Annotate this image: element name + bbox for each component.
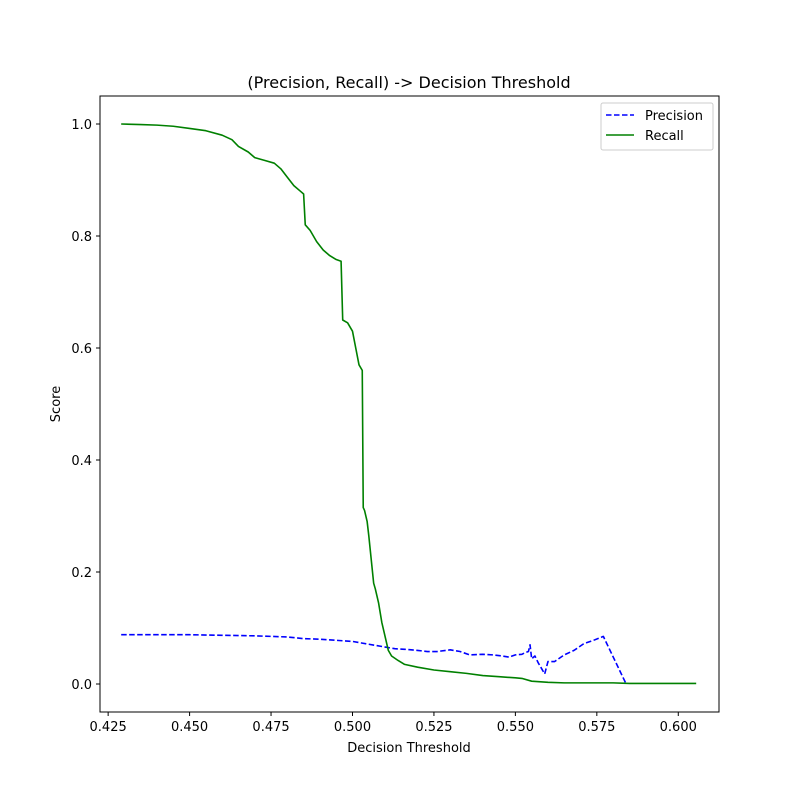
x-tick-label: 0.550 <box>497 720 534 735</box>
x-tick-label: 0.600 <box>660 720 697 735</box>
y-tick-label: 0.2 <box>71 566 92 581</box>
legend-recall-label: Recall <box>645 129 684 144</box>
plot-area <box>99 95 720 713</box>
y-axis-label: Score <box>49 386 64 422</box>
y-tick-label: 0.6 <box>71 342 92 357</box>
x-tick-label: 0.575 <box>578 720 615 735</box>
x-tick-label: 0.475 <box>252 720 289 735</box>
x-axis-ticks: 0.425 0.450 0.475 0.500 0.525 0.550 0.575 0.600 <box>90 712 697 735</box>
y-axis-ticks: 0.0 0.2 0.4 0.6 0.8 1.0 <box>71 118 100 693</box>
legend-box <box>600 102 714 151</box>
axes-frame <box>99 95 720 713</box>
x-tick-label: 0.425 <box>90 720 127 735</box>
x-tick-label: 0.450 <box>171 720 208 735</box>
series-line-precision <box>121 633 627 685</box>
x-tick-label: 0.525 <box>415 720 452 735</box>
chart-title: (Precision, Recall) -> Decision Threshol… <box>247 73 570 92</box>
y-tick-label: 0.8 <box>71 230 92 245</box>
legend-precision-label: Precision <box>645 109 703 124</box>
y-tick-label: 1.0 <box>71 118 92 133</box>
x-tick-label: 0.500 <box>334 720 371 735</box>
series-line-recall <box>121 123 697 685</box>
x-axis-label: Decision Threshold <box>347 741 471 756</box>
y-tick-label: 0.4 <box>71 454 92 469</box>
y-tick-label: 0.0 <box>71 678 92 693</box>
legend: Precision Recall <box>600 102 714 151</box>
series-layer <box>121 123 697 685</box>
